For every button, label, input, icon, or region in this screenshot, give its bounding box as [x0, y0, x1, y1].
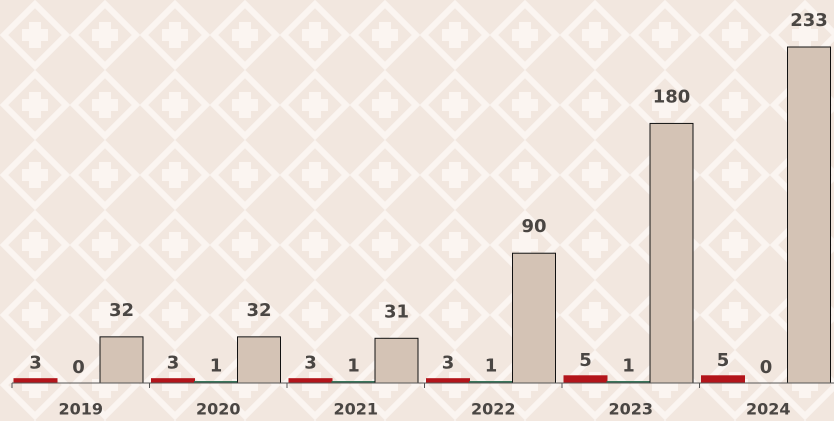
- x-tick-label: 2019: [58, 400, 103, 419]
- value-label: 180: [653, 86, 691, 107]
- value-label: 3: [167, 353, 180, 374]
- bar: [512, 252, 556, 384]
- value-label: 1: [347, 356, 360, 377]
- value-label: 3: [304, 353, 317, 374]
- bar: [649, 122, 694, 384]
- value-label: 3: [29, 353, 42, 374]
- bar: [374, 337, 419, 384]
- bar: [99, 336, 144, 384]
- x-tick-label: 2020: [196, 400, 241, 419]
- x-tick-label: 2022: [471, 400, 516, 419]
- value-label: 0: [760, 357, 773, 378]
- value-label: 31: [384, 301, 409, 322]
- value-label: 1: [622, 356, 635, 377]
- x-tick-label: 2023: [608, 400, 653, 419]
- value-label: 1: [485, 356, 498, 377]
- value-label: 32: [246, 300, 271, 321]
- bar: [563, 375, 608, 384]
- bar: [701, 375, 745, 384]
- value-label: 1: [210, 356, 223, 377]
- value-label: 233: [790, 10, 828, 31]
- value-label: 5: [717, 350, 730, 371]
- value-label: 90: [521, 216, 546, 237]
- bar: [151, 378, 195, 384]
- value-label: 0: [72, 357, 85, 378]
- x-tick-label: 2021: [333, 400, 378, 419]
- bar: [237, 336, 281, 384]
- bar: [787, 46, 831, 384]
- value-label: 5: [579, 350, 592, 371]
- x-tick-label: 2024: [746, 400, 791, 419]
- bar: [13, 378, 58, 384]
- bar: [426, 378, 470, 384]
- bar: [288, 378, 333, 384]
- value-label: 3: [442, 353, 455, 374]
- value-label: 32: [109, 300, 134, 321]
